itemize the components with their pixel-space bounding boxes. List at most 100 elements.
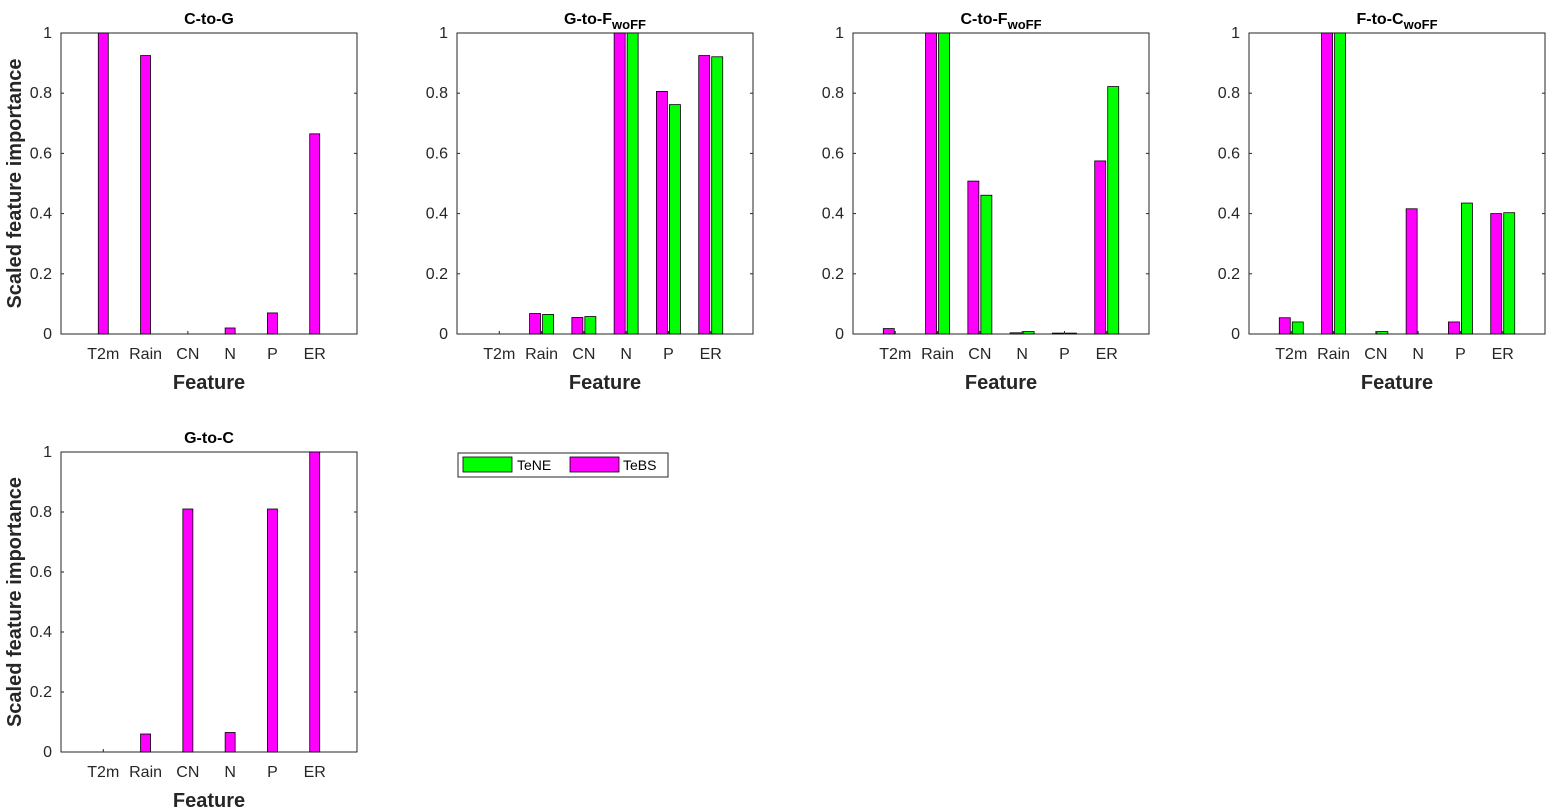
bar-tebs-n (224, 327, 236, 335)
x-tick-label: T2m (87, 346, 119, 363)
x-axis-label: Feature (1361, 372, 1433, 394)
chart-title-main: C-to-G (184, 11, 234, 28)
y-tick-label: 0.4 (1218, 206, 1240, 223)
bar-tene-n (1022, 331, 1035, 335)
bar-tebs-n (1009, 332, 1022, 335)
bar-tene-cn (1376, 331, 1389, 335)
y-tick-label: 0.4 (30, 624, 52, 641)
bar-tebs-n (224, 732, 236, 753)
y-axis-label: Scaled feature importance (4, 58, 26, 308)
x-tick-label: T2m (1275, 346, 1307, 363)
x-axis-label: Feature (173, 372, 245, 394)
y-tick-label: 0.6 (426, 145, 448, 162)
chart-title: G-to-C (184, 430, 234, 447)
x-tick-label: N (224, 764, 236, 781)
chart-panel-1: 0 0.2 0.4 0.6 0.8 1 T2m Rain CN N P ER C-to-G Feature… (4, 11, 358, 394)
bar-tebs-cn (182, 508, 194, 753)
x-tick-label: Rain (129, 764, 162, 781)
bar-tebs-er (1490, 213, 1503, 335)
chart-title-subscript: woFF (611, 17, 646, 32)
bar-tebs-p (267, 312, 278, 335)
bar-tene-cn (584, 316, 597, 335)
legend-label-tene: TeNE (517, 457, 551, 473)
x-tick-label: CN (968, 346, 991, 363)
x-tick-label: ER (304, 764, 326, 781)
y-tick-label: 0.8 (1218, 85, 1240, 102)
legend-swatch-tebs (569, 456, 620, 473)
chart-title: F-to-CwoFF (1356, 11, 1437, 32)
x-tick-label: N (1016, 346, 1028, 363)
bar-tebs-p (1052, 332, 1064, 335)
x-axis-label: Feature (173, 790, 245, 809)
bar-tebs-rain (140, 55, 151, 335)
bar-tebs-p (656, 90, 668, 335)
x-axis-label: Feature (569, 372, 641, 394)
x-tick-label: Rain (525, 346, 558, 363)
chart-panel-2: 0 0.2 0.4 0.6 0.8 1 T2m Rain CN N P ER G-to-FwoFF Fea… (426, 11, 754, 394)
y-tick-label: 1 (835, 25, 844, 42)
y-tick-label: 0.8 (822, 85, 844, 102)
chart-title-main: G-to-F (564, 11, 612, 28)
x-tick-label: P (663, 346, 674, 363)
bar-tene-p (669, 104, 681, 335)
bar-tene-t2m (1291, 321, 1304, 335)
chart-panels: 0 0.2 0.4 0.6 0.8 1 T2m Rain CN N P ER C-to-G Feature… (4, 11, 1546, 809)
x-tick-label: ER (304, 346, 326, 363)
bar-tene-p (1461, 202, 1473, 335)
x-tick-label: Rain (921, 346, 954, 363)
x-tick-label: T2m (879, 346, 911, 363)
bar-tebs-t2m (97, 32, 109, 335)
x-tick-label: P (267, 346, 278, 363)
bar-tene-rain (938, 32, 950, 335)
y-tick-label: 0.2 (426, 266, 448, 283)
x-tick-label: N (224, 346, 236, 363)
bar-tebs-cn (967, 180, 980, 335)
bar-tebs-rain (529, 313, 541, 335)
y-tick-label: 0.6 (1218, 145, 1240, 162)
legend-swatch-tene (462, 456, 513, 473)
y-tick-label: 0.8 (426, 85, 448, 102)
bar-tene-n (626, 32, 639, 335)
plot-area-frame (60, 32, 358, 335)
chart-title: C-to-G (184, 11, 234, 28)
x-tick-label: CN (1364, 346, 1387, 363)
bar-tene-er (1503, 212, 1516, 335)
chart-panel-4: 0 0.2 0.4 0.6 0.8 1 T2m Rain CN N P ER F-to-CwoFF Fea… (1218, 11, 1546, 394)
y-tick-label: 0.8 (30, 85, 52, 102)
bar-tene-rain (542, 314, 554, 335)
x-tick-label: T2m (483, 346, 515, 363)
y-tick-label: 0 (439, 326, 448, 343)
x-tick-label: ER (700, 346, 722, 363)
y-axis-label: Scaled feature importance (4, 477, 26, 727)
y-tick-label: 1 (43, 25, 52, 42)
x-axis-label: Feature (965, 372, 1037, 394)
y-tick-label: 0.4 (822, 206, 844, 223)
bar-tene-er (711, 56, 724, 335)
x-tick-label: Rain (129, 346, 162, 363)
bar-tebs-cn (571, 317, 584, 335)
x-tick-label: T2m (87, 764, 119, 781)
bar-tebs-er (1094, 160, 1107, 335)
bar-tebs-n (613, 32, 626, 335)
bar-tebs-er (698, 55, 711, 335)
bar-tebs-rain (140, 733, 151, 753)
bar-tene-er (1107, 86, 1120, 335)
x-tick-label: CN (572, 346, 595, 363)
y-tick-label: 0.6 (30, 564, 52, 581)
y-tick-label: 0.2 (30, 684, 52, 701)
bar-tebs-rain (1321, 32, 1333, 335)
chart-title-subscript: woFF (1007, 17, 1042, 32)
bar-tebs-er (309, 133, 321, 335)
legend: TeNE TeBS (457, 452, 669, 478)
y-tick-label: 0.2 (30, 266, 52, 283)
chart-title: G-to-FwoFF (564, 11, 646, 32)
bar-tebs-er (309, 451, 321, 753)
x-tick-label: P (1059, 346, 1070, 363)
chart-title-main: C-to-F (960, 11, 1007, 28)
y-tick-label: 0.6 (822, 145, 844, 162)
bar-tebs-n (1405, 208, 1418, 335)
chart-title-main: G-to-C (184, 430, 234, 447)
bar-tebs-p (1448, 321, 1460, 335)
y-tick-label: 0 (1231, 326, 1240, 343)
